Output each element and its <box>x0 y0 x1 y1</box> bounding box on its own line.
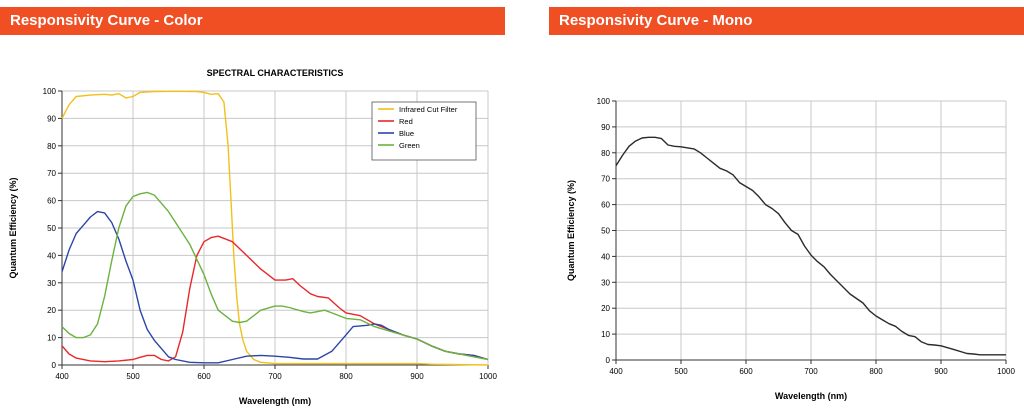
chart0-title: SPECTRAL CHARACTERISTICS <box>207 68 344 78</box>
chart1-x-tick-label: 500 <box>674 367 688 376</box>
chart1-y-tick-label: 100 <box>597 97 611 106</box>
chart1-y-tick-label: 80 <box>601 149 610 158</box>
chart1-y-tick-label: 0 <box>606 356 611 365</box>
chart1-y-tick-label: 70 <box>601 175 610 184</box>
chart1-y-tick-label: 30 <box>601 278 610 287</box>
chart0-y-tick-label: 70 <box>47 169 56 178</box>
chart1-y-tick-label: 10 <box>601 330 610 339</box>
chart1-y-tick-label: 40 <box>601 252 610 261</box>
color-responsivity-chart: 400 500 600 700 800 900 1000 0 10 20 30 40 50 60 70 80 9… <box>8 68 497 406</box>
chart0-series-blue-line <box>61 210 489 364</box>
chart0-y-tick-label: 10 <box>47 334 56 343</box>
chart0-series-green-line <box>61 191 489 361</box>
chart1-y-axis-title: Quantum Efficiency (%) <box>566 180 576 281</box>
chart1-y-tick-label: 50 <box>601 227 610 236</box>
chart0-x-tick-label: 800 <box>339 372 353 381</box>
chart0-x-tick-label: 400 <box>55 372 69 381</box>
chart0-y-tick-label: 40 <box>47 251 56 260</box>
chart0-y-axis-title: Quantum Efficiency (%) <box>8 177 18 278</box>
chart1-x-tick-label: 700 <box>804 367 818 376</box>
chart1-x-tick-label: 600 <box>739 367 753 376</box>
chart0-x-tick-label: 700 <box>268 372 282 381</box>
chart0-legend-label: Infrared Cut Filter <box>399 105 458 114</box>
chart0-series-infrared-cut-filter-line <box>61 90 489 366</box>
chart0-y-tick-label: 0 <box>52 361 57 370</box>
chart1-y-tick-label: 20 <box>601 304 610 313</box>
chart1-y-tick-label: 90 <box>601 123 610 132</box>
chart0-y-tick-label: 100 <box>43 87 57 96</box>
chart0-y-tick-label: 80 <box>47 142 56 151</box>
chart0-legend-label: Green <box>399 141 420 150</box>
chart1-x-tick-label: 400 <box>609 367 623 376</box>
chart0-y-tick-label: 20 <box>47 306 56 315</box>
chart1-x-tick-label: 800 <box>869 367 883 376</box>
chart0-legend-label: Red <box>399 117 413 126</box>
chart0-x-axis-title: Wavelength (nm) <box>239 396 311 406</box>
chart0-y-tick-label: 60 <box>47 197 56 206</box>
chart0-x-tick-label: 1000 <box>479 372 497 381</box>
chart1-y-tick-label: 60 <box>601 201 610 210</box>
chart1-series-response-line <box>615 136 1006 356</box>
chart0-y-tick-label: 30 <box>47 279 56 288</box>
chart0-x-tick-label: 500 <box>126 372 140 381</box>
mono-chart-header: Responsivity Curve - Mono <box>549 7 1024 35</box>
chart0-y-tick-label: 90 <box>47 114 56 123</box>
chart1-x-axis-title: Wavelength (nm) <box>775 391 847 401</box>
chart0-legend-label: Blue <box>399 129 414 138</box>
chart0-y-tick-label: 50 <box>47 224 56 233</box>
color-chart-header: Responsivity Curve - Color <box>0 7 505 35</box>
chart1-x-tick-label: 1000 <box>997 367 1015 376</box>
chart0-legend <box>371 101 477 161</box>
chart0-x-tick-label: 600 <box>197 372 211 381</box>
chart1-x-tick-label: 900 <box>934 367 948 376</box>
chart0-x-tick-label: 900 <box>410 372 424 381</box>
